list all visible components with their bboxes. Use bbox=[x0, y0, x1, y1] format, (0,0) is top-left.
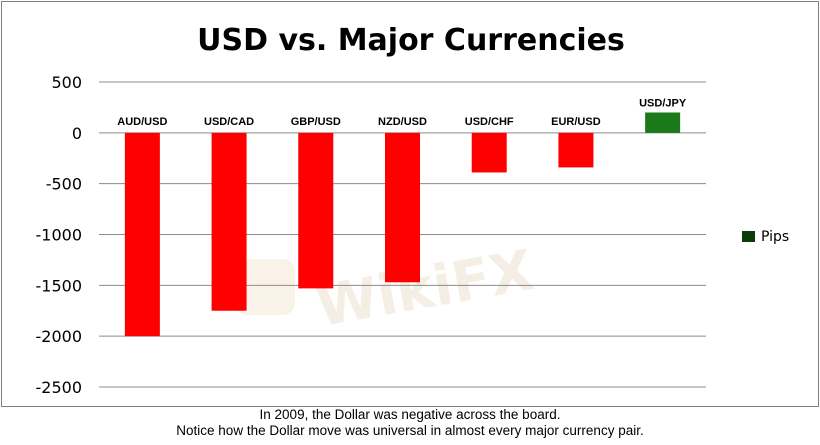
category-label: USD/CAD bbox=[204, 116, 254, 128]
watermark-text: WikiFX bbox=[311, 238, 538, 340]
bars bbox=[124, 112, 681, 337]
y-tick-label: -1500 bbox=[36, 276, 83, 295]
bar bbox=[471, 132, 507, 173]
y-tick-label: 0 bbox=[72, 124, 82, 143]
bar bbox=[558, 132, 594, 168]
caption-line-1: In 2009, the Dollar was negative across … bbox=[259, 407, 561, 422]
chart-caption: In 2009, the Dollar was negative across … bbox=[0, 407, 820, 439]
wikifx-logo-icon bbox=[235, 259, 295, 315]
category-label: USD/JPY bbox=[639, 98, 687, 110]
y-tick-label: -500 bbox=[46, 175, 82, 194]
bar bbox=[298, 132, 334, 289]
bar bbox=[211, 132, 247, 311]
category-labels: AUD/USD USD/CAD GBP/USD NZD/USD USD/CHF EUR/U… bbox=[117, 98, 687, 128]
chart-frame: USD vs. Major Currencies WikiFX 500 0 -500… bbox=[1, 1, 819, 407]
category-label: NZD/USD bbox=[378, 116, 427, 128]
y-tick-label: -2500 bbox=[36, 378, 83, 397]
y-tick-label: -2000 bbox=[36, 327, 83, 346]
category-label: USD/CHF bbox=[465, 116, 514, 128]
category-label: GBP/USD bbox=[291, 116, 341, 128]
chart-title: USD vs. Major Currencies bbox=[197, 23, 625, 58]
y-tick-label: 500 bbox=[51, 73, 82, 92]
legend: Pips bbox=[742, 229, 789, 245]
category-label: AUD/USD bbox=[117, 116, 167, 128]
category-label: EUR/USD bbox=[551, 116, 601, 128]
caption-line-2: Notice how the Dollar move was universal… bbox=[176, 423, 644, 438]
bar-chart: USD vs. Major Currencies WikiFX 500 0 -500… bbox=[36, 23, 790, 397]
y-axis-ticks: 500 0 -500 -1000 -1500 -2000 -2500 bbox=[36, 73, 83, 397]
y-tick-label: -1000 bbox=[36, 226, 83, 245]
bar bbox=[124, 132, 160, 337]
legend-label: Pips bbox=[761, 229, 789, 245]
legend-swatch bbox=[742, 231, 755, 242]
bar bbox=[385, 132, 420, 283]
bar bbox=[645, 112, 681, 133]
